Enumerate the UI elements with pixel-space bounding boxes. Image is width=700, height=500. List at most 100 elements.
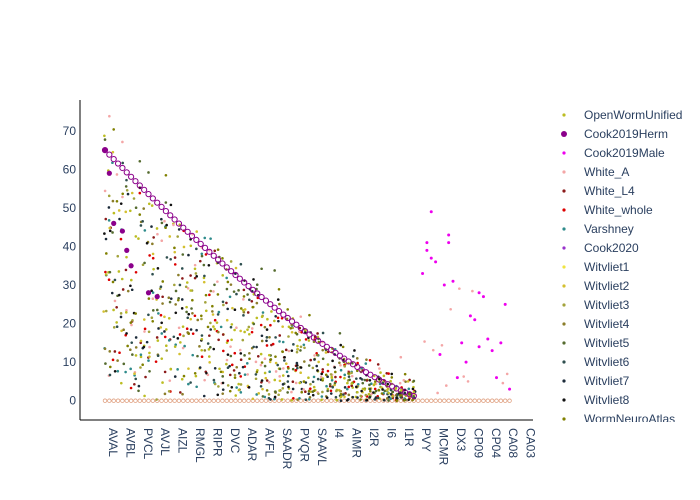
data-point	[146, 242, 149, 245]
legend-label: Witvliet7	[584, 374, 630, 388]
legend-item[interactable]: Witvliet6	[562, 355, 629, 369]
data-point	[191, 299, 194, 302]
data-point	[278, 389, 281, 392]
data-point	[173, 247, 176, 250]
legend-item[interactable]: White_A	[562, 165, 629, 179]
data-point	[290, 391, 293, 394]
legend-item[interactable]: White_whole	[562, 203, 653, 217]
data-point	[200, 252, 203, 255]
data-point	[129, 174, 134, 179]
data-point	[216, 399, 220, 403]
legend-item[interactable]: Witvliet2	[562, 279, 629, 293]
data-point	[392, 391, 395, 394]
legend-item[interactable]: Witvliet7	[562, 374, 629, 388]
data-point	[108, 227, 111, 230]
data-point	[134, 312, 137, 315]
data-point	[200, 349, 203, 352]
data-point	[189, 244, 192, 247]
data-point	[173, 251, 176, 254]
legend-item[interactable]: WormNeuroAtlas	[562, 412, 675, 426]
data-point	[268, 354, 271, 357]
legend-item[interactable]: OpenWormUnified	[562, 108, 682, 122]
x-tick-label: CA03	[524, 428, 538, 458]
legend-label: Witvliet8	[584, 393, 630, 407]
data-point	[292, 388, 295, 391]
data-point	[121, 399, 125, 403]
legend-item[interactable]: White_L4	[562, 184, 635, 198]
data-point	[364, 379, 367, 382]
data-point	[333, 366, 336, 369]
data-point	[230, 355, 233, 358]
legend-item[interactable]: Varshney	[562, 222, 633, 236]
data-point	[135, 336, 138, 339]
data-point	[234, 376, 237, 379]
data-point	[125, 311, 128, 314]
data-point	[151, 320, 154, 323]
data-point	[238, 389, 241, 392]
data-point	[303, 346, 306, 349]
data-point	[156, 309, 159, 312]
data-point	[369, 399, 373, 403]
data-point	[229, 345, 232, 348]
data-point	[233, 329, 236, 332]
legend-item[interactable]: Witvliet4	[562, 317, 629, 331]
data-point	[164, 371, 167, 374]
data-point	[296, 345, 299, 348]
data-point	[458, 287, 461, 290]
data-point	[155, 398, 158, 401]
data-point	[313, 386, 316, 389]
data-point	[255, 377, 258, 380]
data-point	[208, 264, 211, 267]
data-point	[186, 327, 189, 330]
data-point	[255, 361, 258, 364]
data-point	[240, 391, 243, 394]
data-point	[278, 288, 281, 291]
data-point	[286, 308, 289, 311]
data-point	[134, 399, 138, 403]
legend-marker	[562, 284, 565, 287]
data-point	[174, 345, 177, 348]
legend-item[interactable]: Cook2020	[562, 241, 639, 255]
data-point	[187, 367, 190, 370]
data-point	[189, 318, 192, 321]
data-point	[152, 236, 155, 239]
data-point	[185, 229, 190, 234]
data-point	[241, 339, 244, 342]
data-point	[177, 399, 181, 403]
data-point	[277, 316, 280, 319]
data-point	[331, 360, 334, 363]
data-point	[105, 238, 108, 241]
data-point	[208, 294, 211, 297]
data-point	[185, 311, 188, 314]
data-point	[185, 306, 188, 309]
legend-item[interactable]: Witvliet8	[562, 393, 629, 407]
data-point	[353, 349, 356, 352]
data-point	[138, 213, 141, 216]
data-point	[445, 384, 448, 387]
data-point	[343, 377, 346, 380]
legend-item[interactable]: Witvliet5	[562, 336, 629, 350]
data-point	[278, 340, 281, 343]
legend-item[interactable]: Witvliet3	[562, 298, 629, 312]
data-point	[383, 375, 386, 378]
data-point	[134, 378, 137, 381]
data-point	[121, 162, 124, 165]
legend-item[interactable]: Witvliet1	[562, 260, 629, 274]
data-point	[164, 399, 168, 403]
data-point	[432, 349, 435, 352]
x-tick-label: AIMR	[350, 428, 364, 458]
legend-item[interactable]: Cook2019Herm	[561, 127, 668, 141]
data-point	[340, 396, 343, 399]
data-point	[443, 284, 446, 287]
data-point	[348, 378, 351, 381]
x-tick-label: AIZL	[176, 428, 190, 454]
data-point	[283, 359, 286, 362]
legend-item[interactable]: Cook2019Male	[562, 146, 665, 160]
data-point	[195, 375, 198, 378]
data-point	[195, 230, 198, 233]
data-point	[390, 393, 393, 396]
data-point	[276, 364, 279, 367]
data-point	[377, 363, 380, 366]
legend[interactable]: OpenWormUnified Cook2019Herm Cook2019Male W…	[561, 108, 682, 426]
data-point	[296, 364, 299, 367]
